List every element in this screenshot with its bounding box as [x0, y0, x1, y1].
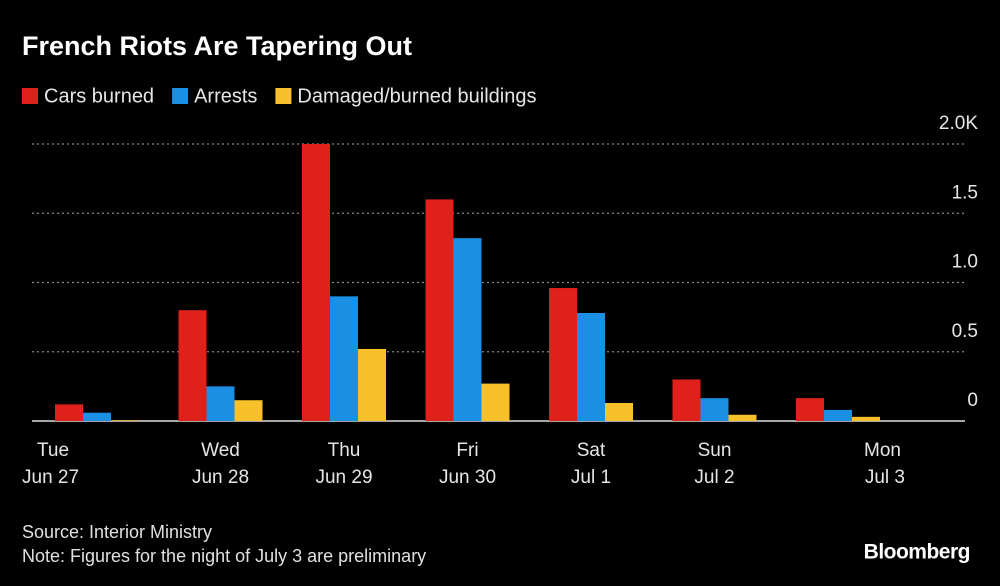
x-tick-label: Sat — [577, 440, 606, 461]
legend-swatch — [275, 88, 292, 104]
y-tick-label: 1.0 — [952, 252, 978, 273]
bar — [111, 420, 139, 421]
bar — [83, 412, 111, 421]
bar — [605, 402, 633, 421]
x-tick-label: Jul 2 — [694, 467, 734, 488]
x-tick-label: Tue — [37, 440, 69, 461]
legend-label: Damaged/burned buildings — [297, 85, 536, 107]
source: Source: Interior Ministry — [22, 522, 212, 542]
bar — [358, 348, 386, 421]
bar — [425, 199, 454, 421]
legend-swatch — [22, 88, 38, 104]
bar — [700, 398, 729, 421]
bar — [330, 296, 358, 421]
x-tick-label: Jul 3 — [865, 467, 905, 488]
x-tick-label: Mon — [864, 440, 901, 461]
bar — [481, 383, 510, 421]
x-tick-label: Jun 30 — [439, 467, 496, 488]
bar — [852, 416, 880, 421]
x-tick-label: Fri — [456, 440, 478, 461]
note: Note: Figures for the night of July 3 ar… — [22, 546, 426, 566]
bar — [206, 386, 235, 421]
bar — [577, 312, 605, 421]
bar — [672, 379, 701, 421]
y-tick-label: 1.5 — [952, 182, 978, 203]
bar — [178, 310, 207, 421]
bar — [453, 238, 482, 421]
y-tick-label: 0.5 — [952, 321, 978, 342]
legend-label: Arrests — [194, 85, 257, 107]
bar — [55, 404, 83, 421]
brand: Bloomberg — [864, 541, 970, 564]
bar — [549, 288, 577, 421]
bar — [234, 400, 263, 421]
bar — [796, 398, 824, 421]
x-tick-label: Jun 27 — [22, 467, 79, 488]
x-tick-label: Jun 28 — [192, 467, 249, 488]
legend-swatch — [172, 88, 189, 104]
y-tick-label: 2.0K — [939, 113, 978, 134]
y-tick-label: 0 — [967, 390, 978, 411]
x-tick-label: Jun 29 — [315, 467, 372, 488]
x-tick-label: Wed — [201, 440, 240, 461]
bar — [302, 144, 330, 421]
x-tick-label: Thu — [328, 440, 361, 461]
x-tick-label: Sun — [698, 440, 732, 461]
bar — [824, 409, 852, 421]
chart-title: French Riots Are Tapering Out — [22, 31, 412, 61]
x-tick-label: Jul 1 — [571, 467, 611, 488]
legend-label: Cars burned — [44, 85, 154, 107]
bar — [728, 414, 757, 421]
